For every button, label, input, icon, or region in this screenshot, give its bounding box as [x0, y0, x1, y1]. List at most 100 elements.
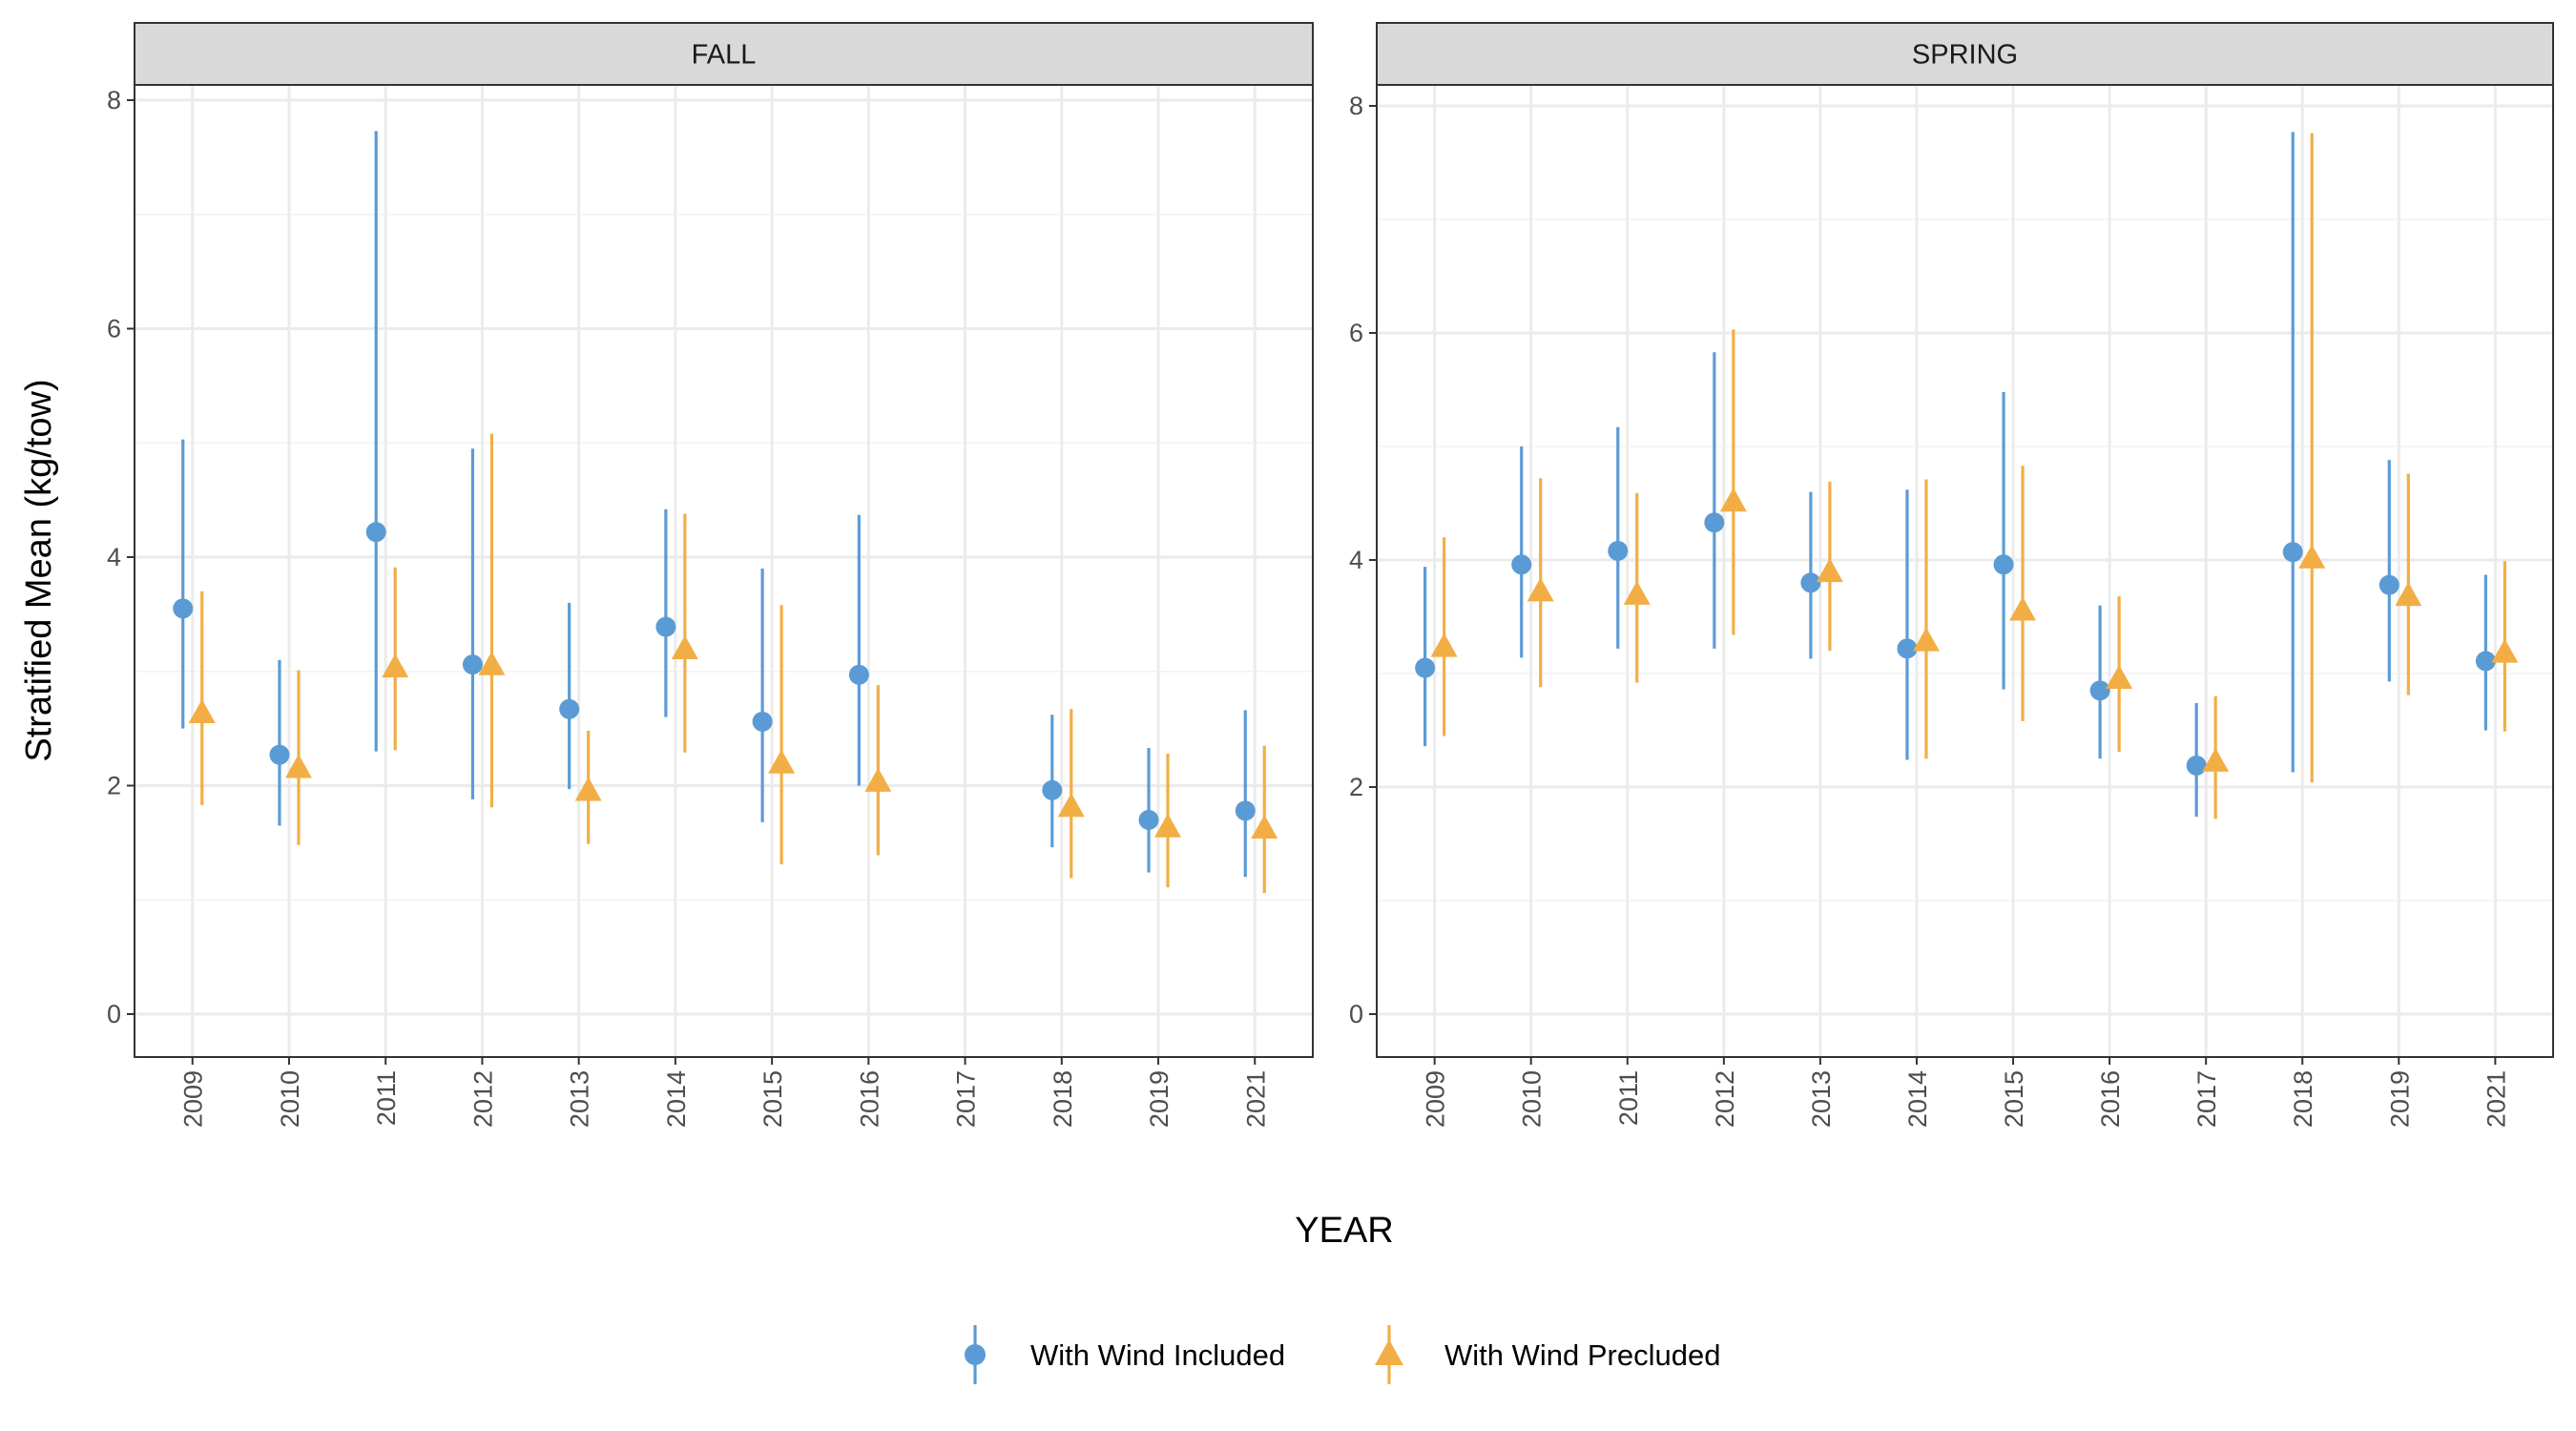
point-included-2009: [1415, 657, 1436, 678]
legend-key-circle: [965, 1344, 986, 1365]
x-tick-label: 2010: [276, 1070, 304, 1128]
point-precluded-2010: [1527, 577, 1554, 602]
x-tick-label: 2019: [1145, 1070, 1174, 1128]
x-tick-label: 2018: [2289, 1070, 2317, 1128]
panel-border: [1376, 84, 2554, 1058]
point-included-2016: [2089, 680, 2110, 701]
x-tick-label: 2009: [179, 1070, 208, 1128]
point-precluded-2018: [2298, 544, 2326, 569]
point-precluded-2009: [188, 699, 216, 724]
point-included-2013: [559, 698, 580, 719]
point-precluded-2017: [2202, 747, 2230, 772]
facet-panel-spring: SPRING 0 2 4 6 8 2009 2010 2011 2012 2013 2014 2015 2…: [1349, 22, 2554, 1128]
point-included-2009: [173, 598, 194, 619]
panels: FALL 0 2 4 6 8 2009 2010 2011 2012 2013 2014 2015 201…: [107, 22, 2554, 1128]
point-included-2019: [1138, 809, 1159, 830]
point-precluded-2013: [1816, 558, 1843, 583]
x-tick-label: 2011: [1614, 1070, 1643, 1126]
point-included-2018: [1042, 779, 1063, 800]
facet-strip-label: SPRING: [1912, 40, 2018, 71]
legend: With Wind Included With Wind Precluded: [965, 1325, 1720, 1384]
x-tick-label: 2015: [2000, 1070, 2028, 1128]
x-tick-label: 2010: [1518, 1070, 1547, 1128]
point-precluded-2012: [478, 651, 506, 675]
point-precluded-2021: [2491, 638, 2519, 663]
x-tick-label: 2019: [2385, 1070, 2414, 1128]
point-included-2011: [365, 522, 386, 543]
x-tick-label: 2013: [566, 1070, 594, 1128]
legend-key-triangle: [1375, 1339, 1403, 1365]
point-included-2013: [1800, 572, 1821, 593]
panel-background: [135, 85, 1313, 1057]
point-included-2015: [1993, 554, 2014, 575]
y-tick-label: 2: [107, 772, 121, 800]
point-precluded-2014: [1912, 627, 1940, 652]
y-tick-label: 4: [1349, 546, 1363, 574]
point-precluded-2018: [1057, 793, 1085, 818]
point-included-2010: [1511, 554, 1532, 575]
point-included-2018: [2282, 542, 2303, 563]
point-precluded-2012: [1719, 487, 1747, 512]
point-precluded-2019: [2395, 582, 2422, 607]
point-included-2015: [752, 711, 773, 732]
x-tick-label: 2018: [1049, 1070, 1077, 1128]
series-precluded: [1430, 133, 2519, 819]
x-tick-label: 2021: [2482, 1070, 2510, 1128]
point-precluded-2013: [574, 777, 602, 801]
x-tick-label: 2016: [855, 1070, 883, 1128]
point-included-2016: [848, 664, 869, 685]
panel-border: [134, 84, 1314, 1058]
legend-item-precluded: With Wind Precluded: [1375, 1325, 1720, 1384]
x-tick-label: 2012: [468, 1070, 497, 1128]
x-tick-label: 2017: [952, 1070, 981, 1128]
y-tick-label: 8: [1349, 92, 1363, 120]
x-tick-label: 2013: [1807, 1070, 1836, 1128]
point-included-2012: [462, 654, 483, 675]
x-tick-label: 2014: [1903, 1070, 1932, 1128]
x-tick-label: 2016: [2096, 1070, 2125, 1128]
point-included-2019: [2379, 574, 2399, 595]
x-tick-label: 2014: [662, 1070, 691, 1128]
point-precluded-2011: [1623, 580, 1651, 605]
point-included-2014: [1897, 638, 1918, 659]
x-tick-label: 2009: [1422, 1070, 1450, 1128]
x-axis-title: YEAR: [1295, 1211, 1393, 1251]
point-precluded-2015: [2009, 596, 2037, 621]
point-precluded-2019: [1154, 813, 1182, 838]
point-precluded-2014: [671, 634, 698, 659]
x-tick-label: 2021: [1241, 1070, 1270, 1128]
point-included-2017: [2186, 755, 2207, 776]
y-tick-label: 0: [107, 1000, 121, 1028]
point-included-2021: [1235, 800, 1256, 821]
y-tick-label: 4: [107, 543, 121, 571]
y-tick-label: 6: [1349, 319, 1363, 347]
point-precluded-2011: [382, 653, 409, 678]
axis-titles: YEAR Stratified Mean (kg/tow): [19, 379, 1394, 1251]
point-precluded-2021: [1251, 815, 1278, 840]
facet-panel-fall: FALL 0 2 4 6 8 2009 2010 2011 2012 2013 2014 2015 201…: [107, 22, 1314, 1128]
facet-strip-label: FALL: [692, 40, 757, 71]
series-precluded: [188, 433, 1278, 894]
y-tick-label: 8: [107, 86, 121, 114]
legend-item-included: With Wind Included: [965, 1325, 1285, 1384]
point-included-2021: [2475, 651, 2496, 672]
panel-background: [1377, 85, 2553, 1057]
point-included-2012: [1704, 512, 1725, 533]
point-included-2014: [655, 616, 676, 637]
x-tick-label: 2011: [372, 1070, 401, 1126]
x-tick-label: 2015: [758, 1070, 787, 1128]
point-precluded-2016: [864, 767, 892, 792]
point-precluded-2016: [2106, 664, 2133, 689]
facet-strip: [1376, 22, 2554, 86]
x-tick-label: 2012: [1711, 1070, 1739, 1128]
point-included-2010: [269, 744, 290, 765]
series-included: [173, 131, 1256, 878]
y-tick-label: 2: [1349, 773, 1363, 801]
point-precluded-2010: [284, 754, 312, 778]
point-included-2011: [1608, 540, 1629, 561]
x-tick-label: 2017: [2192, 1070, 2221, 1128]
series-included: [1415, 132, 2496, 817]
y-tick-label: 6: [107, 315, 121, 343]
y-axis-title: Stratified Mean (kg/tow): [19, 379, 59, 761]
